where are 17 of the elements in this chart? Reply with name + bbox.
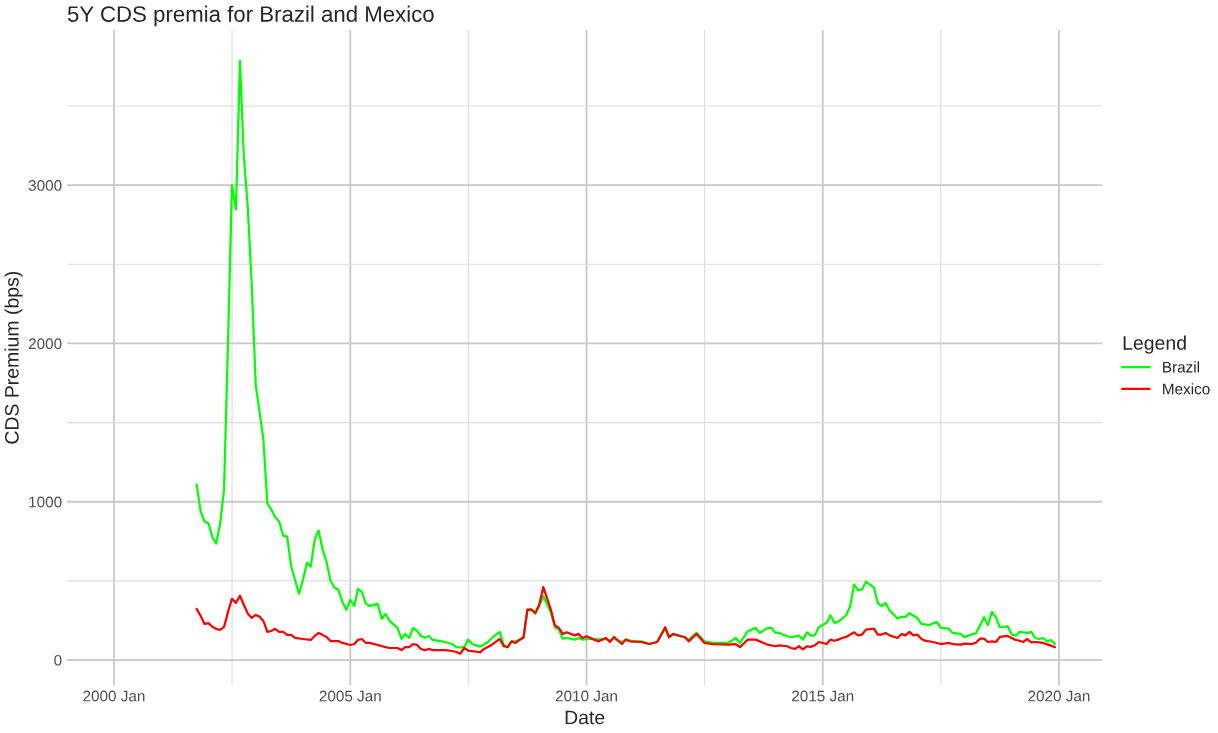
y-tick-label: 1000 [29, 496, 62, 508]
x-tick-label: 2000 Jan [83, 690, 145, 702]
x-tick-label: 2020 Jan [1028, 690, 1090, 702]
legend-label: Mexico [1163, 383, 1210, 395]
line-series [195, 59, 1057, 649]
x-tick-label: 2005 Jan [319, 690, 381, 702]
legend-label: Brazil [1163, 361, 1200, 373]
x-tick-label: 2015 Jan [792, 690, 854, 702]
y-axis-title: CDS Premium (bps) [4, 271, 23, 444]
y-tick-label: 3000 [28, 180, 62, 191]
y-tick-label: 0 [54, 654, 62, 666]
chart-title: 5Y CDS premia for Brazil and Mexico [67, 5, 434, 27]
x-axis-title: Date [565, 710, 605, 725]
legend-title: Legend [1123, 335, 1186, 354]
x-tick-label: 2010 Jan [555, 690, 617, 702]
line-series [195, 585, 1057, 655]
y-tick-label: 2000 [28, 338, 62, 350]
